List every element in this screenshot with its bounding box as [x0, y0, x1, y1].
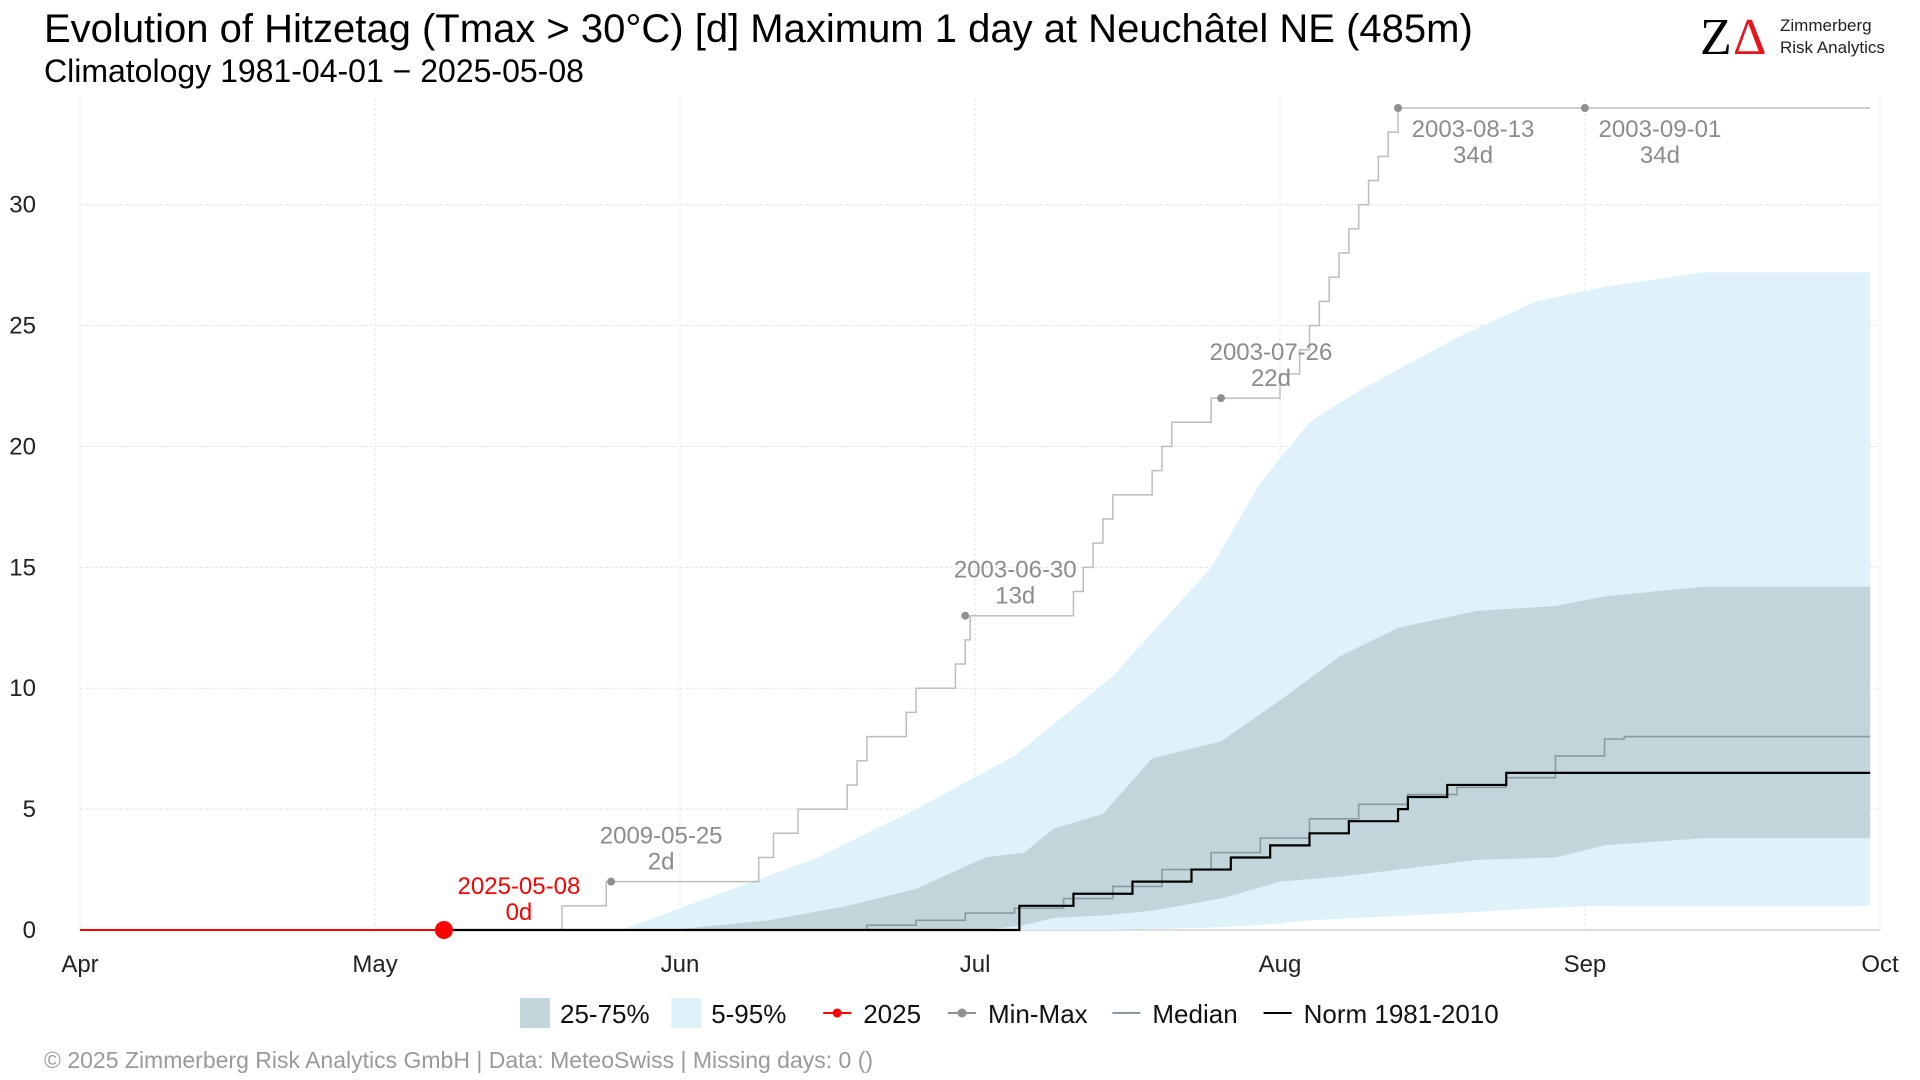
annotation-date: 2025-05-08 — [458, 873, 581, 900]
annotation-value: 2d — [648, 849, 675, 876]
series-lines — [80, 107, 1871, 939]
legend-item: 5-95% — [671, 998, 786, 1029]
annotation-value: 13d — [995, 583, 1035, 610]
annotation-date: 2003-08-13 — [1412, 116, 1535, 143]
annotation-value: 22d — [1251, 365, 1291, 392]
annotation-date: 2003-09-01 — [1599, 116, 1722, 143]
x-tick-label: Aug — [1259, 951, 1302, 978]
min-max-point — [1580, 104, 1589, 112]
legend-label: 5-95% — [711, 999, 786, 1029]
annotation-value: 34d — [1640, 142, 1680, 169]
legend-label: Norm 1981-2010 — [1304, 999, 1499, 1029]
y-tick-label: 20 — [9, 433, 36, 460]
company-logo: Z Δ Zimmerberg Risk Analytics — [1700, 9, 1885, 66]
legend-label: 25-75% — [560, 999, 650, 1029]
x-tick-label: Oct — [1861, 951, 1899, 978]
legend-item: Min-Max — [948, 999, 1088, 1029]
legend-swatch — [671, 998, 702, 1028]
legend-label: Min-Max — [988, 999, 1088, 1029]
x-tick-label: May — [352, 951, 397, 978]
annotation-date: 2003-06-30 — [954, 557, 1077, 584]
current-year-point — [434, 921, 453, 939]
min-max-point — [1216, 394, 1225, 403]
logo-z-mark: Z — [1700, 9, 1732, 66]
legend-item: Median — [1112, 999, 1238, 1029]
chart-subtitle: Climatology 1981-04-01 − 2025-05-08 — [44, 53, 584, 89]
y-tick-label: 25 — [9, 313, 36, 340]
logo-line-2: Risk Analytics — [1780, 38, 1885, 57]
logo-delta-mark: Δ — [1733, 9, 1766, 66]
y-tick-label: 10 — [9, 675, 36, 702]
x-tick-label: Apr — [61, 951, 98, 978]
y-tick-label: 5 — [23, 796, 36, 823]
copyright-footer: © 2025 Zimmerberg Risk Analytics GmbH | … — [44, 1047, 873, 1073]
x-tick-label: Jul — [960, 951, 991, 978]
legend-label: 2025 — [863, 999, 921, 1029]
chart-title: Evolution of Hitzetag (Tmax > 30°C) [d] … — [44, 7, 1473, 51]
min-max-line — [561, 107, 1871, 930]
legend: 25-75% 5-95% 2025 Min-Max Median Norm 1981-20… — [520, 998, 1499, 1029]
min-max-point — [607, 877, 616, 886]
legend-swatch — [520, 998, 550, 1028]
legend-point — [957, 1008, 967, 1018]
legend-label: Median — [1152, 999, 1237, 1029]
min-max-point — [1394, 104, 1403, 112]
legend-point — [832, 1008, 842, 1018]
norm-line — [443, 771, 1871, 932]
annotation-date: 2009-05-25 — [600, 823, 723, 850]
median-line — [817, 735, 1871, 931]
percentile-bands — [620, 272, 1871, 930]
annotation-date: 2003-07-26 — [1210, 339, 1333, 366]
x-tick-label: Sep — [1564, 951, 1607, 978]
legend-item: 2025 — [823, 999, 921, 1029]
x-tick-label: Jun — [661, 951, 700, 978]
min-max-point — [961, 611, 970, 620]
band-25-75pct — [670, 586, 1871, 930]
legend-item: 25-75% — [520, 998, 650, 1029]
annotation-value: 34d — [1453, 142, 1493, 169]
y-tick-label: 30 — [9, 192, 36, 219]
y-tick-label: 0 — [23, 917, 36, 944]
legend-item: Norm 1981-2010 — [1263, 999, 1499, 1029]
y-tick-label: 15 — [9, 554, 36, 581]
axis-labels: 0 5 10 15 20 25 30 Apr May Jun Jul Aug Sep Oct — [9, 192, 1899, 978]
logo-line-1: Zimmerberg — [1780, 16, 1872, 35]
annotation-value: 0d — [506, 899, 533, 926]
